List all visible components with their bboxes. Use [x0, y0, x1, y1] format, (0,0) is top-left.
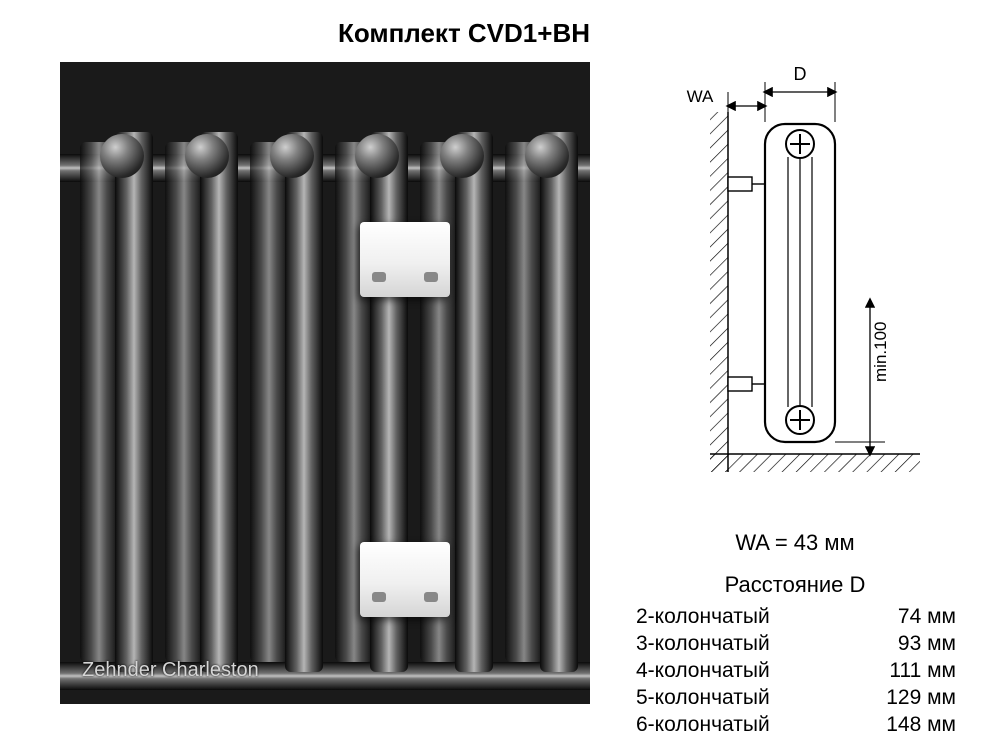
radiator-column: [540, 132, 578, 672]
table-row: 4-колончатый 111 мм: [636, 658, 956, 685]
mounting-diagram: D WA min.100: [640, 62, 950, 492]
radiator-cap: [440, 134, 484, 178]
product-photo: Zehnder Charleston: [60, 62, 590, 704]
table-row: 3-колончатый 93 мм: [636, 631, 956, 658]
row-label: 4-колончатый: [636, 658, 770, 685]
row-value: 148 мм: [866, 712, 956, 739]
row-value: 111 мм: [866, 658, 956, 685]
radiator-cap: [270, 134, 314, 178]
diagram-label-min100: min.100: [871, 322, 890, 382]
row-label: 3-колончатый: [636, 631, 770, 658]
radiator-render: [60, 62, 590, 704]
row-value: 93 мм: [866, 631, 956, 658]
row-label: 2-колончатый: [636, 604, 770, 631]
table-row: 2-колончатый 74 мм: [636, 604, 956, 631]
diagram-label-wa: WA: [687, 87, 714, 106]
radiator-column: [505, 142, 543, 662]
radiator-column: [455, 132, 493, 672]
mounting-bracket: [360, 222, 450, 297]
row-value: 129 мм: [866, 685, 956, 712]
radiator-column: [115, 132, 153, 672]
row-value: 74 мм: [866, 604, 956, 631]
distance-title: Расстояние D: [640, 572, 950, 598]
row-label: 5-колончатый: [636, 685, 770, 712]
row-label: 6-колончатый: [636, 712, 770, 739]
table-row: 5-колончатый 129 мм: [636, 685, 956, 712]
radiator-column: [200, 132, 238, 672]
radiator-cap: [355, 134, 399, 178]
photo-watermark: Zehnder Charleston: [82, 659, 259, 682]
wa-text: WA = 43 мм: [640, 530, 950, 556]
radiator-cap: [525, 134, 569, 178]
radiator-column: [80, 142, 118, 662]
radiator-column: [250, 142, 288, 662]
radiator-column: [285, 132, 323, 672]
distance-table: 2-колончатый 74 мм 3-колончатый 93 мм 4-…: [636, 604, 956, 738]
mounting-bracket: [360, 542, 450, 617]
diagram-label-d: D: [794, 64, 807, 84]
radiator-cap: [185, 134, 229, 178]
page-title: Комплект CVD1+BH: [60, 18, 590, 49]
radiator-column: [165, 142, 203, 662]
radiator-cap: [100, 134, 144, 178]
table-row: 6-колончатый 148 мм: [636, 712, 956, 739]
